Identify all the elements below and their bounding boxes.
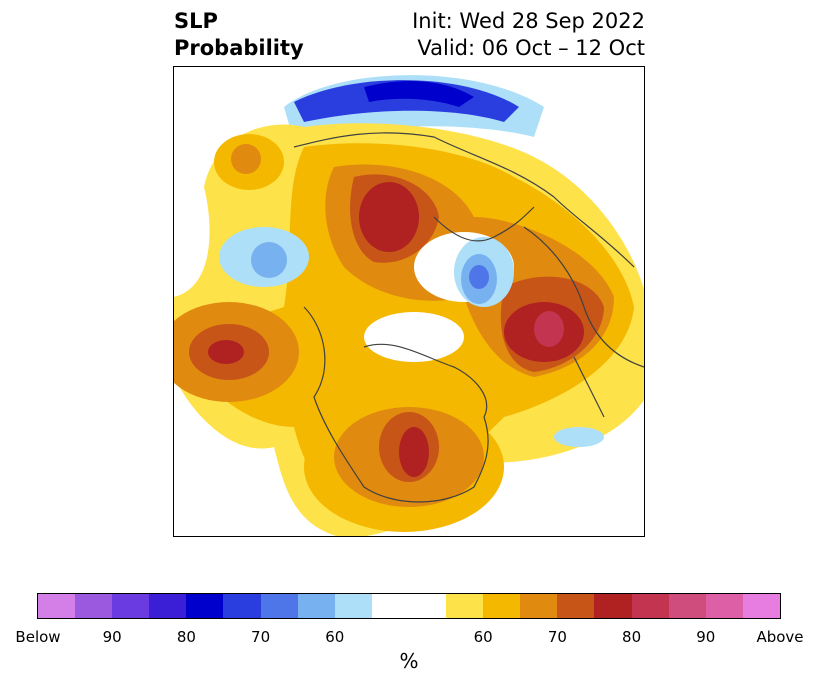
colorbar bbox=[37, 593, 781, 619]
colorbar-cell bbox=[408, 594, 447, 618]
colorbar-tick-label: 70 bbox=[251, 628, 271, 646]
colorbar-cell bbox=[742, 594, 780, 618]
below-region-barents-peak bbox=[469, 265, 489, 289]
init-date: Init: Wed 28 Sep 2022 bbox=[412, 9, 645, 33]
colorbar-cell bbox=[631, 594, 669, 618]
colorbar-cell bbox=[371, 594, 409, 618]
colorbar-cell bbox=[594, 594, 632, 618]
colorbar-tick-label: Above bbox=[756, 628, 804, 646]
colorbar-cell bbox=[668, 594, 706, 618]
valid-range: Valid: 06 Oct – 12 Oct bbox=[417, 36, 645, 60]
colorbar-tick-label: 60 bbox=[325, 628, 345, 646]
date-info: Init: Wed 28 Sep 2022 Valid: 06 Oct – 12… bbox=[412, 8, 645, 62]
colorbar-cell bbox=[186, 594, 224, 618]
colorbar-unit: % bbox=[399, 649, 419, 673]
colorbar-tick-label: 80 bbox=[176, 628, 196, 646]
chart-title: SLP Probability bbox=[174, 8, 304, 62]
colorbar-cell bbox=[297, 594, 335, 618]
colorbar-cell bbox=[483, 594, 521, 618]
colorbar-tick-label: Below bbox=[15, 628, 61, 646]
above-region-pacific-peak bbox=[208, 340, 244, 364]
above-core-siberia bbox=[359, 182, 419, 252]
colorbar-cell bbox=[112, 594, 150, 618]
colorbar-tick-label: 90 bbox=[102, 628, 122, 646]
above-region-na-90 bbox=[399, 427, 429, 477]
colorbar-cell bbox=[334, 594, 372, 618]
above-region-northpacific-core bbox=[231, 144, 261, 174]
colorbar-cell bbox=[260, 594, 298, 618]
colorbar-cell bbox=[38, 594, 76, 618]
below-region-arctic-core bbox=[294, 80, 519, 122]
map-svg bbox=[174, 67, 644, 536]
title-line-2: Probability bbox=[174, 36, 304, 60]
below-region-arctic-deep bbox=[364, 81, 474, 107]
coastlines bbox=[293, 132, 644, 503]
title-line-1: SLP bbox=[174, 9, 218, 33]
colorbar-cell bbox=[223, 594, 261, 618]
colorbar-cell bbox=[75, 594, 113, 618]
below-region-pacific-core bbox=[251, 242, 287, 278]
colorbar-cell bbox=[520, 594, 558, 618]
neutral-region-canada bbox=[364, 312, 464, 362]
colorbar-tick-label: 90 bbox=[696, 628, 716, 646]
colorbar-cell bbox=[705, 594, 743, 618]
below-region-atlantic bbox=[554, 427, 604, 447]
colorbar-cell bbox=[446, 594, 484, 618]
colorbar-tick-label: 70 bbox=[547, 628, 567, 646]
above-core-europe-peak bbox=[534, 311, 564, 347]
colorbar-cell bbox=[149, 594, 187, 618]
colorbar-tick-label: 80 bbox=[622, 628, 642, 646]
colorbar-cell bbox=[557, 594, 595, 618]
colorbar-tick-label: 60 bbox=[473, 628, 493, 646]
slp-probability-map bbox=[173, 66, 645, 537]
